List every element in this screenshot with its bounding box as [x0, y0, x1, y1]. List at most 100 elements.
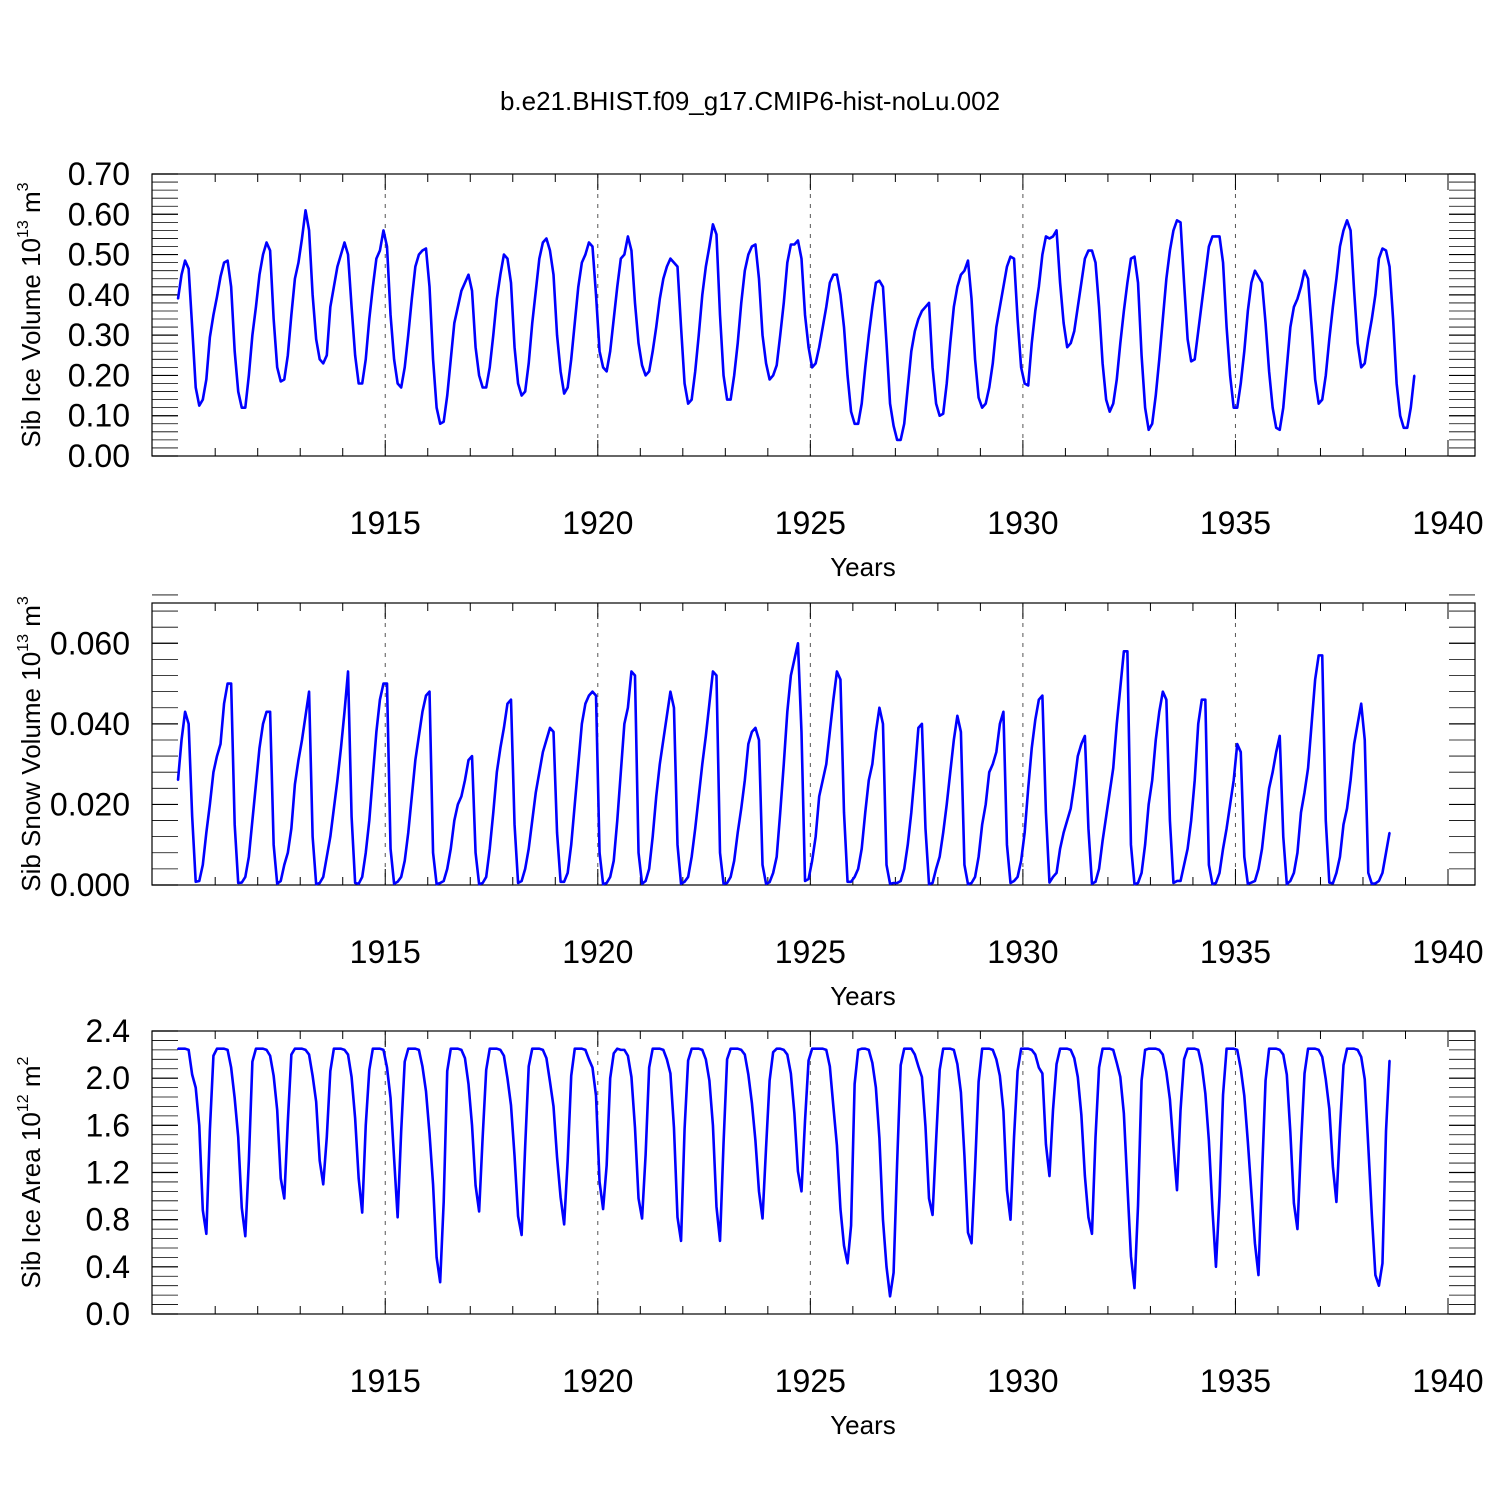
data-point	[474, 346, 477, 349]
data-point	[1307, 277, 1309, 280]
data-point	[1140, 872, 1143, 874]
data-point	[588, 241, 590, 244]
data-point	[549, 1080, 551, 1083]
data-point	[1112, 767, 1115, 770]
data-point	[1370, 318, 1373, 320]
data-point	[194, 1086, 197, 1089]
data-point	[425, 694, 427, 697]
y-tick-label: 0.060	[50, 625, 130, 661]
x-tick-label: 1930	[987, 1363, 1058, 1399]
data-point	[740, 1048, 743, 1051]
data-point	[768, 1079, 771, 1082]
data-point	[942, 412, 945, 415]
data-point	[1020, 1047, 1023, 1050]
data-point	[212, 771, 215, 774]
data-point	[1229, 1047, 1232, 1050]
data-point	[545, 739, 548, 741]
data-point	[212, 1054, 215, 1057]
data-point	[187, 722, 190, 725]
data-point	[708, 702, 711, 705]
data-point	[244, 1235, 247, 1238]
data-point	[913, 1053, 916, 1056]
data-point	[573, 322, 576, 324]
data-point	[853, 1083, 856, 1085]
panel-snow-volume: 1915 1920 1925 1930 1935 1940 Years 0.000 0.020 0…	[15, 594, 1484, 1011]
data-point	[924, 827, 927, 830]
data-point	[885, 342, 888, 345]
data-point	[945, 803, 948, 806]
y-axis-label: Sib Ice Area 1012 m2	[15, 1056, 46, 1288]
data-point	[1225, 326, 1228, 328]
data-point	[573, 1047, 576, 1050]
data-point	[332, 807, 335, 810]
data-point	[747, 743, 750, 745]
data-point	[871, 1061, 874, 1064]
data-point	[623, 253, 626, 256]
data-point	[527, 362, 530, 365]
data-point	[1087, 827, 1090, 830]
data-point	[198, 880, 201, 882]
data-point	[782, 1048, 785, 1051]
data-point	[743, 269, 746, 272]
data-point	[1048, 1175, 1051, 1177]
data-point	[467, 273, 470, 276]
data-point	[789, 1072, 792, 1075]
data-point	[878, 706, 881, 709]
data-point	[471, 755, 473, 757]
data-point	[662, 277, 665, 280]
data-point	[1041, 1072, 1044, 1075]
data-point	[658, 1047, 661, 1050]
data-point	[1367, 338, 1370, 341]
data-point	[949, 1047, 952, 1050]
data-point	[942, 831, 945, 834]
data-point	[726, 398, 728, 401]
data-point	[255, 1047, 257, 1050]
data-point	[676, 1216, 679, 1219]
data-point	[1296, 297, 1299, 300]
data-point	[432, 851, 434, 854]
data-point	[364, 1124, 367, 1127]
data-point	[1186, 847, 1189, 850]
x-tick-label: 1935	[1200, 1363, 1271, 1399]
data-point	[630, 1076, 633, 1078]
data-point	[609, 1077, 612, 1080]
data-point	[722, 374, 725, 377]
data-point	[1236, 743, 1239, 745]
data-point	[1037, 1066, 1040, 1069]
data-point	[1009, 882, 1012, 884]
data-point	[495, 771, 498, 774]
data-point	[223, 1047, 225, 1050]
data-point	[343, 241, 346, 244]
data-point	[354, 354, 357, 357]
data-point	[329, 1070, 332, 1072]
data-point	[425, 247, 427, 250]
data-point	[627, 235, 629, 238]
data-point	[1335, 1201, 1338, 1203]
y-axis-label-exponent: 3	[15, 596, 32, 605]
series-points	[177, 642, 1391, 886]
data-point	[1204, 273, 1207, 276]
data-point	[1193, 358, 1196, 361]
data-point	[747, 253, 750, 256]
data-point	[421, 1065, 424, 1068]
data-point	[456, 306, 459, 308]
data-point	[311, 1074, 314, 1077]
series-points	[177, 1047, 1391, 1298]
data-point	[935, 1139, 937, 1142]
data-point	[1101, 839, 1104, 842]
x-tick-label: 1915	[350, 1363, 421, 1399]
data-point	[846, 374, 849, 377]
data-point	[1378, 880, 1380, 882]
data-point	[995, 1058, 998, 1061]
data-point	[1363, 739, 1366, 741]
data-point	[265, 710, 268, 713]
data-point	[382, 682, 385, 685]
data-point	[439, 1281, 442, 1284]
data-point	[247, 855, 250, 858]
data-point	[988, 1047, 991, 1050]
data-point	[520, 1234, 523, 1236]
data-point	[1023, 1047, 1026, 1050]
data-point	[414, 759, 417, 762]
data-point	[1083, 257, 1086, 260]
data-point	[726, 1058, 728, 1061]
